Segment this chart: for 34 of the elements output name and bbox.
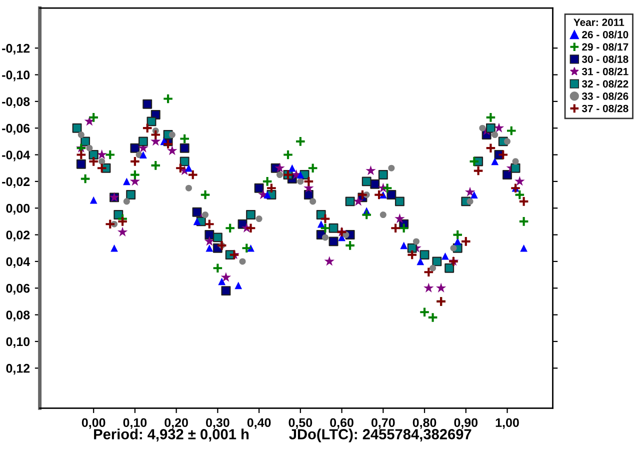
y-tick-label: 0,02 <box>6 230 30 242</box>
y-tick-label: -0,10 <box>2 70 30 82</box>
y-tick-label: -0,02 <box>2 177 30 188</box>
x-tick-label: 0,20 <box>164 418 188 429</box>
legend-label: 31 - 08/21 <box>582 68 628 76</box>
legend-title: Year: 2011 <box>574 18 624 26</box>
x-tick-label: 0,70 <box>371 418 395 429</box>
legend-label: 37 - 08/28 <box>582 104 628 112</box>
legend-label: 30 - 08/18 <box>582 55 628 64</box>
x-tick-label: 0,00 <box>82 418 106 429</box>
legend-label: 32 - 08/22 <box>582 80 628 88</box>
text: JDo(LTC): 2455784,382697 <box>289 428 472 442</box>
y-tick-label: -0,06 <box>2 124 30 135</box>
y-tick-label: 0,04 <box>6 257 30 268</box>
y-tick-label: 0,10 <box>6 337 30 348</box>
y-tick-label: 0,08 <box>6 310 30 322</box>
legend-label: 29 - 08/17 <box>582 42 628 51</box>
y-tick-label: 0,12 <box>6 364 30 375</box>
x-tick-label: 0,40 <box>247 418 271 429</box>
x-tick-label: 0,90 <box>454 418 478 429</box>
legend-label: 33 - 08/26 <box>582 92 628 100</box>
y-tick-label: -0,08 <box>2 97 30 108</box>
legend-label: 26 - 08/10 <box>582 30 628 38</box>
x-tick-label: 0,30 <box>206 418 230 429</box>
y-tick-label: -0,04 <box>2 150 30 162</box>
x-tick-label: 0,80 <box>412 418 436 429</box>
x-tick-label: 1,00 <box>496 418 519 429</box>
x-tick-label: 0,60 <box>330 418 354 429</box>
y-tick-label: 0,00 <box>6 204 30 215</box>
y-tick-label: 0,06 <box>6 284 30 295</box>
x-tick-label: 0,10 <box>123 418 147 429</box>
text: Period: 4,932 ± 0,001 h <box>94 428 249 442</box>
y-tick-label: -0,12 <box>2 44 30 55</box>
x-tick-label: 0,50 <box>288 418 312 429</box>
